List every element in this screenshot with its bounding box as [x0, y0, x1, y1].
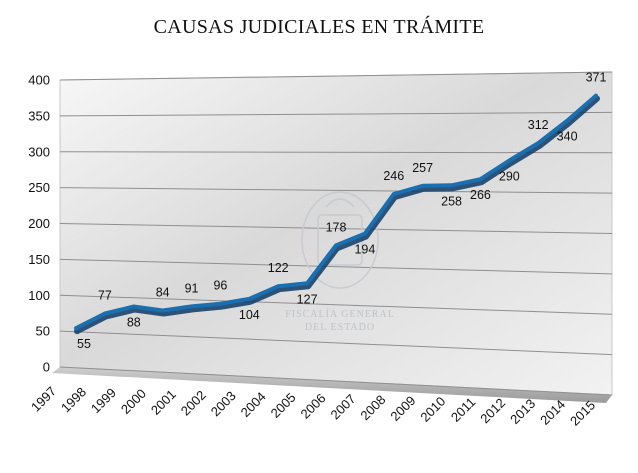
gridline	[59, 187, 613, 194]
data-point	[393, 193, 395, 195]
x-tick-label: 2008	[357, 392, 388, 423]
data-label: 55	[77, 337, 91, 351]
x-tick-label: 2005	[268, 390, 299, 421]
x-tick-label: 2010	[417, 394, 448, 425]
data-point	[75, 327, 77, 329]
data-label: 178	[326, 220, 347, 234]
data-point	[248, 298, 250, 300]
x-tick-label: 2007	[328, 391, 359, 422]
x-tick-label: 1997	[28, 384, 59, 415]
x-tick-label: 2002	[178, 387, 209, 418]
data-label: 312	[528, 118, 549, 132]
watermark-line1: FISCALÍA GENERAL	[285, 308, 395, 320]
data-point	[479, 178, 481, 180]
data-label: 258	[441, 194, 462, 208]
x-tick-label: 2011	[448, 394, 478, 424]
chart-title: CAUSAS JUDICIALES EN TRÁMITE	[153, 16, 485, 38]
data-point	[451, 184, 453, 186]
data-label: 96	[213, 279, 227, 293]
data-label: 290	[499, 169, 520, 183]
y-tick-label: 300	[28, 144, 50, 159]
gridline	[59, 294, 613, 315]
data-point	[133, 306, 135, 308]
data-label: 127	[297, 292, 318, 306]
x-tick-label: 2009	[387, 393, 418, 424]
data-point	[537, 142, 539, 144]
x-tick-label: 2014	[537, 397, 568, 428]
data-point	[104, 312, 106, 314]
gridline	[59, 258, 613, 275]
gridline	[59, 223, 613, 234]
series-line-shadow	[74, 95, 600, 335]
data-labels: 55 77 88 84 91 96 104 122 127 178 194 246 257 258 266 2…	[77, 71, 606, 352]
x-tick-label: 2000	[118, 386, 149, 417]
data-label: 257	[412, 161, 433, 175]
data-label: 84	[156, 286, 170, 300]
y-tick-label: 350	[28, 108, 50, 123]
watermark-line2: DEL ESTADO	[305, 322, 375, 333]
data-label: 88	[127, 316, 141, 330]
seal-crown	[325, 198, 355, 208]
x-tick-label: 2013	[507, 396, 538, 427]
data-point	[306, 282, 308, 284]
x-tick-label: 2012	[477, 395, 508, 426]
gridlines	[59, 71, 613, 396]
data-label: 77	[98, 288, 112, 302]
gridline	[59, 366, 613, 396]
y-tick-label: 250	[28, 180, 50, 195]
data-point	[191, 305, 193, 307]
y-tick-label: 50	[36, 324, 50, 339]
y-tick-label: 0	[43, 360, 50, 375]
x-tick-label: 2001	[148, 387, 179, 418]
data-point	[566, 120, 568, 122]
data-point	[335, 244, 337, 246]
gridline	[59, 330, 613, 356]
x-tick-label: 2003	[208, 388, 239, 419]
data-label: 104	[239, 308, 260, 322]
data-label: 266	[470, 188, 491, 202]
data-label: 194	[354, 243, 375, 257]
y-tick-label: 200	[28, 216, 50, 231]
data-label: 246	[383, 169, 404, 183]
data-point	[162, 310, 164, 312]
data-label: 371	[586, 71, 607, 85]
data-point	[219, 303, 221, 305]
gridline	[59, 111, 613, 117]
y-tick-label: 400	[28, 73, 50, 88]
y-axis: 0 50 100 150 200 250 300 350 400	[28, 73, 50, 375]
y-tick-label: 150	[28, 252, 50, 267]
data-label: 91	[185, 281, 199, 295]
data-label: 122	[268, 261, 289, 275]
x-tick-label: 2006	[298, 391, 329, 422]
watermark-seal: FISCALÍA GENERAL DEL ESTADO	[285, 191, 395, 333]
x-tick-label: 1998	[58, 384, 89, 415]
data-point	[422, 185, 424, 187]
plot-floor	[52, 367, 612, 403]
data-point	[508, 159, 510, 161]
data-point	[277, 285, 279, 287]
y-tick-label: 100	[28, 288, 50, 303]
series-line	[74, 93, 600, 335]
gridline	[59, 71, 613, 81]
seal-outline	[301, 191, 379, 289]
data-point	[595, 95, 597, 97]
x-tick-label: 1999	[88, 385, 119, 416]
x-tick-label: 2004	[238, 389, 269, 420]
data-label: 340	[557, 130, 578, 144]
data-point	[364, 233, 366, 235]
